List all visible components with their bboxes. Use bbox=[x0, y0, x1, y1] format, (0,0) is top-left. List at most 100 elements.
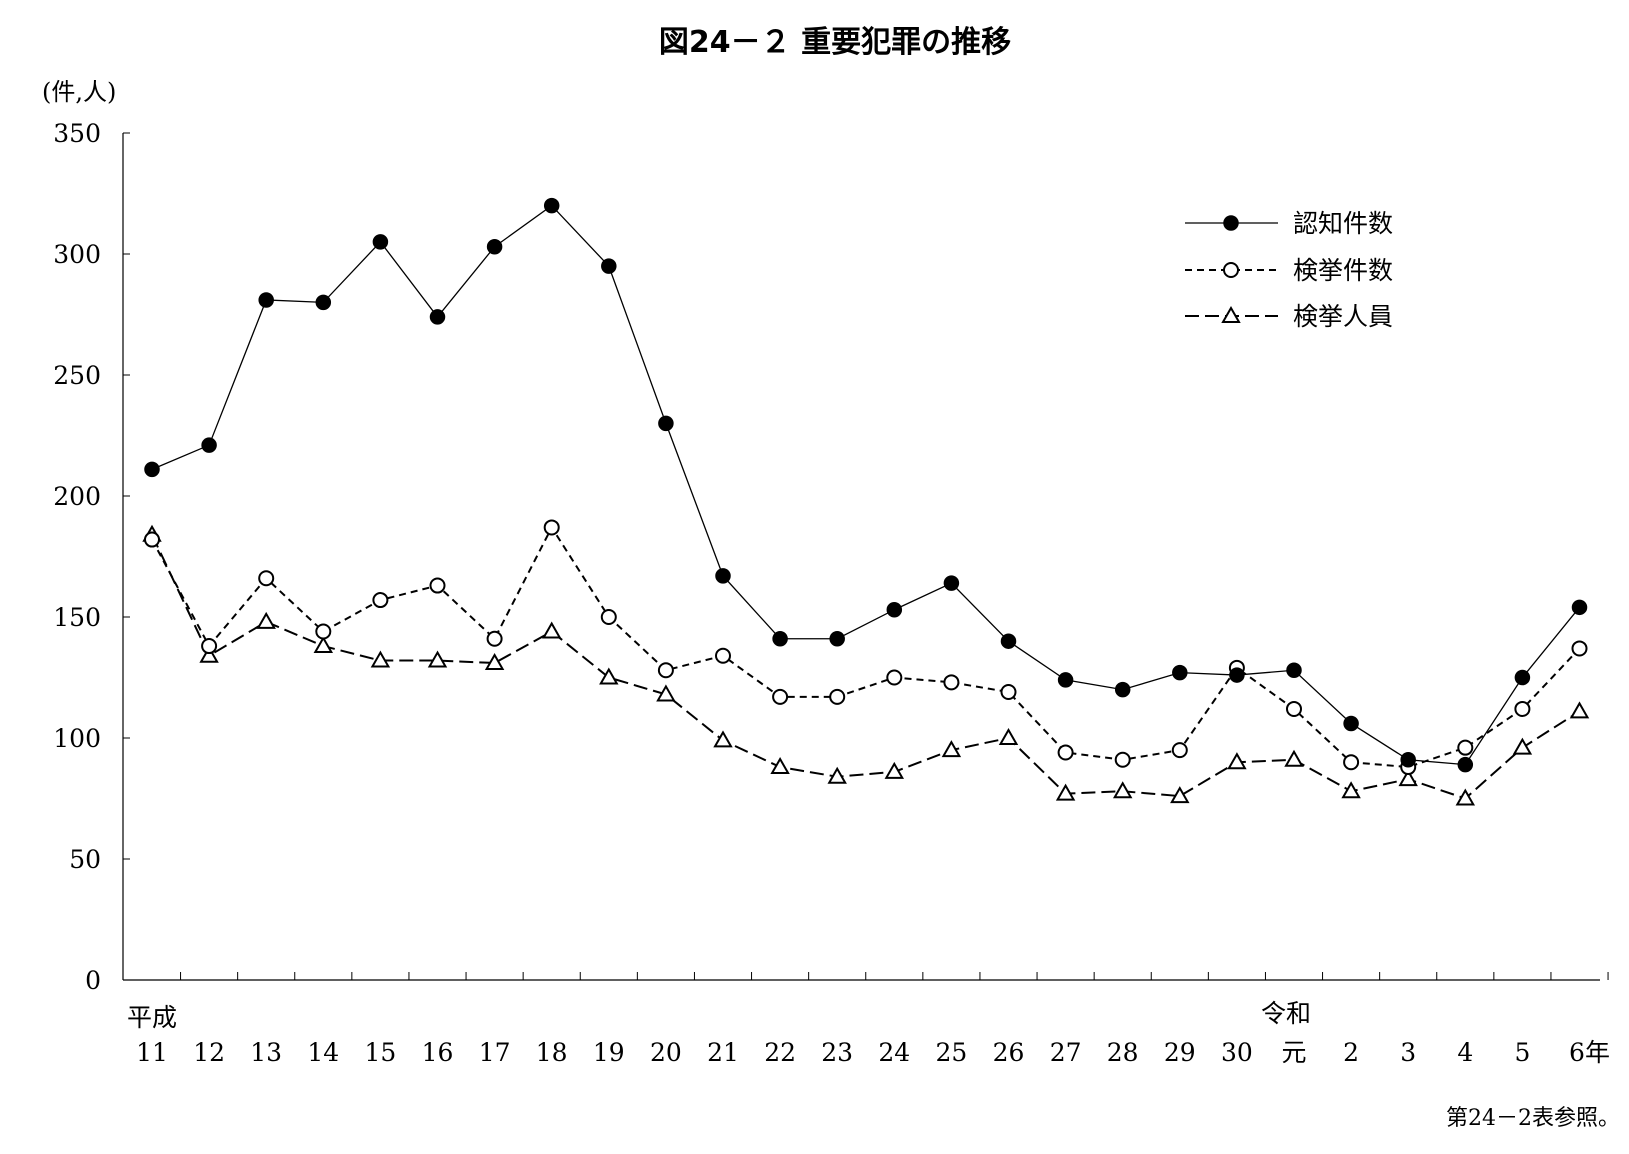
series-2-point bbox=[1286, 700, 1302, 717]
series-3-point bbox=[884, 761, 905, 779]
series-2-point bbox=[829, 688, 846, 705]
series-3-point bbox=[1112, 781, 1133, 799]
x-tick-label: 18 bbox=[536, 1038, 568, 1067]
series-1-point bbox=[943, 575, 960, 591]
series-1-point bbox=[1114, 681, 1131, 698]
source-note: 第24－2表参照。 bbox=[1446, 1106, 1620, 1131]
y-tick-label: 50 bbox=[69, 845, 101, 874]
series-1-point bbox=[1057, 672, 1074, 688]
x-tick-label: 元 bbox=[1281, 1038, 1306, 1067]
y-tick-label: 250 bbox=[53, 361, 101, 390]
series-1-point bbox=[1514, 669, 1531, 686]
series-1-point bbox=[372, 234, 389, 250]
series-1-point bbox=[201, 437, 217, 453]
x-tick-label: 26 bbox=[993, 1038, 1025, 1067]
x-tick-label: 5 bbox=[1514, 1038, 1530, 1067]
axes: 0 50 100 150 200 250 300 350 11 12 13 14 15 16 17 18 19 2… bbox=[53, 119, 1610, 1067]
series-3-point bbox=[713, 730, 733, 748]
x-tick-label: 23 bbox=[821, 1038, 853, 1067]
series-2-point bbox=[1171, 742, 1188, 759]
series-1-point bbox=[429, 309, 446, 325]
series-1-point bbox=[486, 238, 503, 255]
series-1-point bbox=[1229, 667, 1245, 683]
x-tick-label: 2 bbox=[1343, 1038, 1359, 1067]
series-1-point bbox=[1000, 633, 1017, 649]
series-2-point bbox=[201, 638, 218, 655]
series-1-point bbox=[886, 601, 903, 618]
x-tick-label: 12 bbox=[193, 1038, 225, 1067]
series-3-point bbox=[370, 650, 391, 668]
series-1-point bbox=[258, 292, 274, 308]
x-tick-label: 15 bbox=[364, 1038, 396, 1067]
series-2-point bbox=[886, 669, 903, 686]
series-3-point bbox=[599, 667, 619, 685]
series-2-point bbox=[372, 592, 389, 609]
series-2-point bbox=[315, 623, 332, 640]
legend-label-2: 検挙件数 bbox=[1293, 256, 1393, 285]
chart-title: 図24－２ 重要犯罪の推移 bbox=[659, 25, 1011, 60]
series-3-point bbox=[656, 684, 676, 702]
series-1-point bbox=[315, 294, 332, 311]
series-1-point bbox=[543, 197, 560, 214]
series-3-point bbox=[1569, 701, 1590, 719]
series-2-point bbox=[258, 570, 275, 587]
series-1-point bbox=[1343, 715, 1359, 732]
x-tick-label: 28 bbox=[1107, 1038, 1139, 1067]
x-tick-label: 21 bbox=[707, 1038, 739, 1067]
series-line-2 bbox=[151, 525, 1581, 769]
x-tick-label: 16 bbox=[422, 1038, 454, 1067]
series-3-point bbox=[941, 740, 962, 758]
series-3-point bbox=[1398, 769, 1418, 787]
y-tick-label: 350 bbox=[53, 119, 101, 148]
series-2-point bbox=[429, 577, 446, 594]
y-tick-label: 0 bbox=[85, 966, 101, 995]
series-2-point bbox=[1514, 700, 1531, 717]
y-tick-label: 300 bbox=[53, 240, 101, 269]
series-3-point bbox=[1227, 752, 1247, 770]
series-1-point bbox=[715, 568, 731, 584]
series-1-point bbox=[144, 461, 160, 478]
legend-marker-2 bbox=[1223, 262, 1239, 278]
legend-marker-1 bbox=[1223, 215, 1239, 231]
series-1-point bbox=[658, 415, 674, 432]
series-layer bbox=[142, 197, 1590, 806]
series-line-1 bbox=[151, 204, 1581, 766]
series-3-point bbox=[998, 727, 1019, 745]
series-3-point bbox=[1512, 737, 1533, 755]
series-3-point bbox=[313, 636, 334, 654]
y-tick-label: 100 bbox=[53, 724, 101, 753]
series-1-point bbox=[1571, 599, 1588, 616]
series-2-point bbox=[1457, 739, 1474, 756]
series-1-point bbox=[1400, 752, 1416, 768]
series-1-point bbox=[829, 631, 845, 647]
series-3-point bbox=[484, 652, 505, 670]
series-3-point bbox=[1284, 749, 1304, 767]
x-tick-label: 13 bbox=[250, 1038, 282, 1067]
series-2-point bbox=[1571, 640, 1588, 657]
x-tick-label: 30 bbox=[1221, 1038, 1253, 1067]
series-3-point bbox=[427, 650, 448, 668]
y-axis-unit-label: (件,人) bbox=[42, 78, 116, 106]
series-2-point bbox=[486, 630, 503, 647]
series-2-point bbox=[600, 609, 617, 625]
series-2-point bbox=[543, 519, 560, 536]
legend-label-3: 検挙人員 bbox=[1293, 302, 1393, 331]
y-tick-label: 150 bbox=[53, 603, 101, 632]
series-2-point bbox=[1057, 744, 1074, 761]
x-tick-label: 14 bbox=[307, 1038, 339, 1067]
x-tick-label: 22 bbox=[764, 1038, 796, 1067]
series-2-point bbox=[943, 674, 960, 691]
series-2-point bbox=[1114, 751, 1131, 768]
series-2-point bbox=[772, 688, 789, 705]
x-tick-label: 25 bbox=[935, 1038, 967, 1067]
x-tick-label: 19 bbox=[593, 1038, 625, 1067]
series-3-point bbox=[827, 766, 847, 784]
y-tick-label: 200 bbox=[53, 482, 101, 511]
series-2-point bbox=[144, 531, 160, 548]
x-tick-label: 6年 bbox=[1569, 1038, 1610, 1067]
series-1-point bbox=[1172, 664, 1188, 681]
legend-label-1: 認知件数 bbox=[1293, 209, 1393, 238]
